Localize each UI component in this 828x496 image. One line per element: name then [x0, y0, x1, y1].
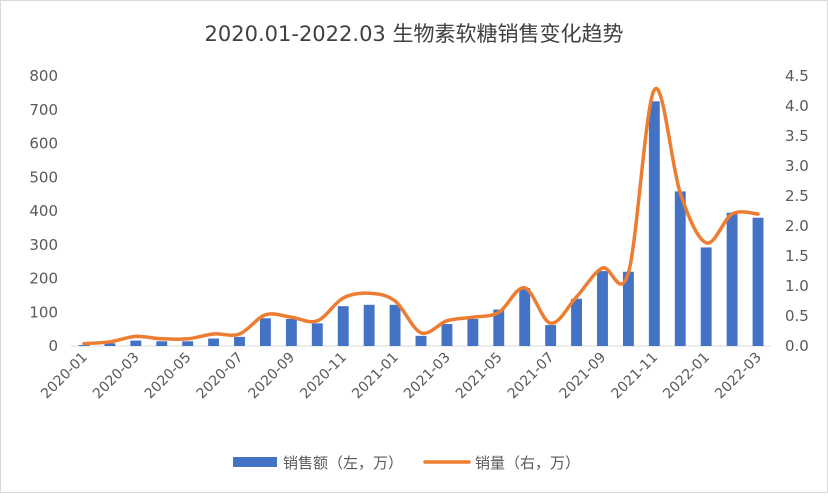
y-left-tick-label: 800: [29, 67, 58, 85]
x-tick-label: 2021-11: [608, 350, 661, 403]
y-right-tick-label: 1.0: [785, 277, 809, 295]
y-left-tick-label: 200: [29, 270, 58, 288]
y-right-tick-label: 3.5: [785, 127, 809, 145]
x-tick-label: 2020-03: [90, 350, 143, 403]
y-axis-right: 0.0 0.5 1.0 1.5 2.0 2.5 3.0 3.5 4.0 4.5: [785, 67, 809, 355]
x-tick-label: 2020-05: [142, 350, 195, 403]
bar: [208, 339, 219, 346]
y-left-tick-label: 0: [48, 337, 58, 355]
bar: [338, 306, 349, 346]
bar: [286, 319, 297, 346]
y-left-tick-label: 600: [29, 135, 58, 153]
y-right-tick-label: 0.0: [785, 337, 809, 355]
x-tick-label: 2020-01: [38, 350, 91, 403]
x-tick-label: 2021-07: [505, 350, 558, 403]
bar: [649, 101, 660, 346]
legend: 销售额（左，万） 销量（右，万）: [233, 454, 580, 472]
bar: [364, 305, 375, 346]
y-right-tick-label: 4.0: [785, 97, 809, 115]
bar-series: [79, 101, 764, 346]
bar: [597, 271, 608, 346]
bar: [753, 218, 764, 346]
x-tick-label: 2021-05: [453, 350, 506, 403]
x-tick-label: 2020-07: [194, 350, 247, 403]
x-tick-label: 2020-09: [246, 350, 299, 403]
x-tick-label: 2021-01: [349, 350, 402, 403]
x-tick-label: 2021-09: [557, 350, 610, 403]
bar: [312, 323, 323, 346]
bar: [727, 213, 738, 346]
x-tick-label: 2020-11: [297, 350, 350, 403]
bar: [182, 341, 193, 346]
y-right-tick-label: 2.5: [785, 187, 809, 205]
bar: [390, 305, 401, 346]
y-left-tick-label: 300: [29, 236, 58, 254]
legend-label-line: 销量（右，万）: [475, 454, 580, 472]
legend-swatch-bar: [233, 457, 277, 467]
bar: [675, 191, 686, 346]
y-right-tick-label: 1.5: [785, 247, 809, 265]
bar: [156, 341, 167, 346]
bar: [701, 247, 712, 346]
y-axis-left: 0 100 200 300 400 500 600 700 800: [29, 67, 58, 355]
x-tick-label: 2022-01: [660, 350, 713, 403]
y-left-tick-label: 500: [29, 168, 58, 186]
bar: [545, 325, 556, 346]
bar: [130, 341, 141, 346]
y-right-tick-label: 4.5: [785, 67, 809, 85]
bar: [467, 319, 478, 346]
y-left-tick-label: 400: [29, 202, 58, 220]
bar: [260, 318, 271, 346]
y-left-tick-label: 700: [29, 101, 58, 119]
bar: [234, 337, 245, 346]
bar: [441, 324, 452, 346]
y-left-tick-label: 100: [29, 303, 58, 321]
bar: [571, 299, 582, 346]
bar: [416, 336, 427, 346]
legend-label-bar: 销售额（左，万）: [283, 454, 403, 472]
y-right-tick-label: 0.5: [785, 307, 809, 325]
x-tick-label: 2021-03: [401, 350, 454, 403]
y-right-tick-label: 2.0: [785, 217, 809, 235]
bar: [519, 288, 530, 346]
chart-title: 2020.01-2022.03 生物素软糖销售变化趋势: [205, 22, 624, 46]
y-right-tick-label: 3.0: [785, 157, 809, 175]
x-tick-label: 2022-03: [712, 350, 765, 403]
